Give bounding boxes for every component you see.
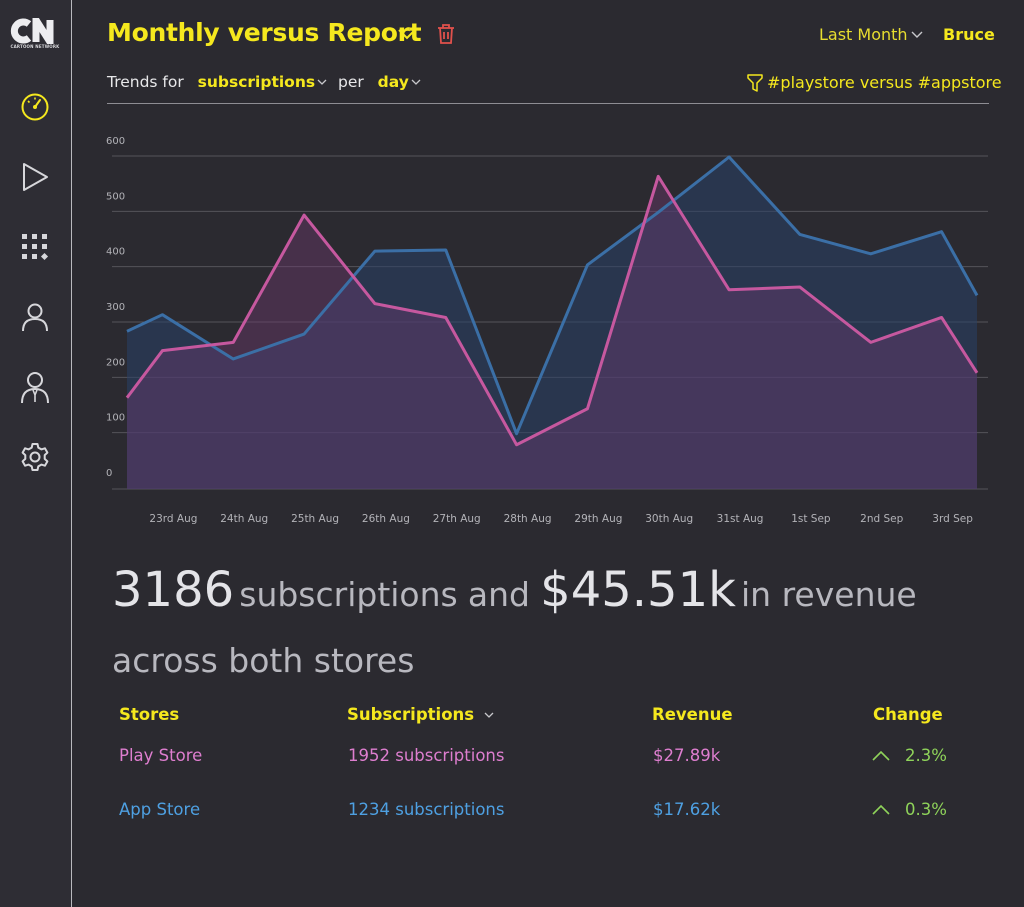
y-tick-label: 500 — [106, 191, 125, 202]
metric-chevron-icon[interactable] — [317, 79, 327, 86]
total-subscriptions: 3186 — [112, 562, 235, 618]
x-tick-label: 23rd Aug — [149, 513, 197, 525]
sidebar-item-apps[interactable] — [18, 230, 52, 264]
dashboard-gauge-icon — [21, 93, 49, 121]
sidebar-item-settings[interactable] — [18, 440, 52, 474]
line-play-store — [125, 174, 979, 447]
subscriptions-chart: 0 100 200 300 400 500 600 23rd Aug 24th Aug 25th … — [106, 136, 988, 525]
sidebar-item-play[interactable] — [18, 160, 52, 194]
x-tick-label: 3rd Sep — [932, 513, 973, 525]
x-tick-label: 31st Aug — [717, 513, 764, 525]
column-header-stores[interactable]: Stores — [119, 705, 180, 724]
filter-icon[interactable] — [747, 73, 763, 93]
x-tick-label: 25th Aug — [291, 513, 339, 525]
area-play-store — [127, 176, 977, 489]
x-tick-label: 2nd Sep — [860, 513, 903, 525]
subscriptions-label: subscriptions — [239, 575, 458, 614]
column-header-subscriptions-label: Subscriptions — [347, 705, 475, 724]
summary-text: 3186 subscriptions and $45.51k in revenu… — [112, 560, 992, 697]
row-app-store-subscriptions: 1234 subscriptions — [348, 800, 505, 819]
area-app-store — [127, 157, 977, 489]
period-chevron-icon[interactable] — [911, 31, 923, 39]
header-divider — [107, 103, 989, 104]
user-name[interactable]: Bruce — [943, 25, 995, 44]
row-app-store-change: 0.3% — [905, 800, 947, 819]
row-play-store-name[interactable]: Play Store — [119, 746, 203, 765]
sidebar-item-dashboard[interactable] — [18, 90, 52, 124]
trend-up-icon — [872, 750, 890, 761]
trends-per: per — [338, 73, 364, 91]
y-tick-label: 0 — [106, 468, 112, 479]
summary-and: and — [467, 575, 530, 614]
row-play-store-subscriptions: 1952 subscriptions — [348, 746, 505, 765]
row-app-store-revenue: $17.62k — [653, 800, 721, 819]
y-tick-label: 400 — [106, 247, 125, 258]
metric-selector[interactable]: subscriptions — [197, 73, 316, 91]
summary-scope: across both stores — [112, 641, 415, 680]
revenue-label: in revenue — [741, 575, 917, 614]
brand-logo[interactable]: CARTOON NETWORK — [10, 18, 60, 52]
x-tick-label: 1st Sep — [791, 513, 831, 525]
total-revenue: $45.51k — [540, 562, 736, 618]
users-icon — [21, 372, 49, 404]
trend-up-icon — [872, 804, 890, 815]
y-tick-label: 200 — [106, 357, 125, 368]
delete-report-trash-icon[interactable] — [436, 23, 456, 45]
brand-logo-subtitle: CARTOON NETWORK — [10, 44, 60, 49]
sidebar-item-users[interactable] — [18, 370, 52, 404]
user-icon — [22, 303, 48, 332]
column-header-revenue[interactable]: Revenue — [652, 705, 733, 724]
sidebar-item-user[interactable] — [18, 300, 52, 334]
column-header-subscriptions[interactable]: Subscriptions — [347, 705, 494, 724]
trends-controls: Trends for subscriptions per day — [107, 73, 427, 91]
trends-prefix: Trends for — [107, 73, 184, 91]
sidebar: CARTOON NETWORK — [0, 0, 72, 907]
y-tick-label: 300 — [106, 302, 125, 313]
x-tick-label: 26th Aug — [362, 513, 410, 525]
x-tick-label: 28th Aug — [504, 513, 552, 525]
x-tick-label: 29th Aug — [574, 513, 622, 525]
x-tick-label: 24th Aug — [220, 513, 268, 525]
active-filter[interactable]: #playstore versus #appstore — [767, 73, 1002, 92]
apps-grid-icon — [22, 234, 49, 261]
play-icon — [23, 163, 48, 191]
row-play-store-change: 2.3% — [905, 746, 947, 765]
interval-chevron-icon[interactable] — [411, 79, 421, 86]
row-play-store-revenue: $27.89k — [653, 746, 721, 765]
y-tick-label: 100 — [106, 413, 125, 424]
title-dropdown-chevron-icon[interactable] — [397, 28, 417, 40]
x-tick-label: 30th Aug — [645, 513, 693, 525]
column-header-change[interactable]: Change — [873, 705, 943, 724]
gear-icon — [21, 443, 49, 471]
period-selector[interactable]: Last Month — [819, 25, 908, 44]
interval-selector[interactable]: day — [377, 73, 409, 91]
row-app-store-name[interactable]: App Store — [119, 800, 201, 819]
y-tick-label: 600 — [106, 136, 125, 147]
x-tick-label: 27th Aug — [433, 513, 481, 525]
line-app-store — [126, 155, 979, 436]
sort-chevron-icon[interactable] — [484, 712, 494, 719]
page-title: Monthly versus Report — [107, 18, 422, 47]
